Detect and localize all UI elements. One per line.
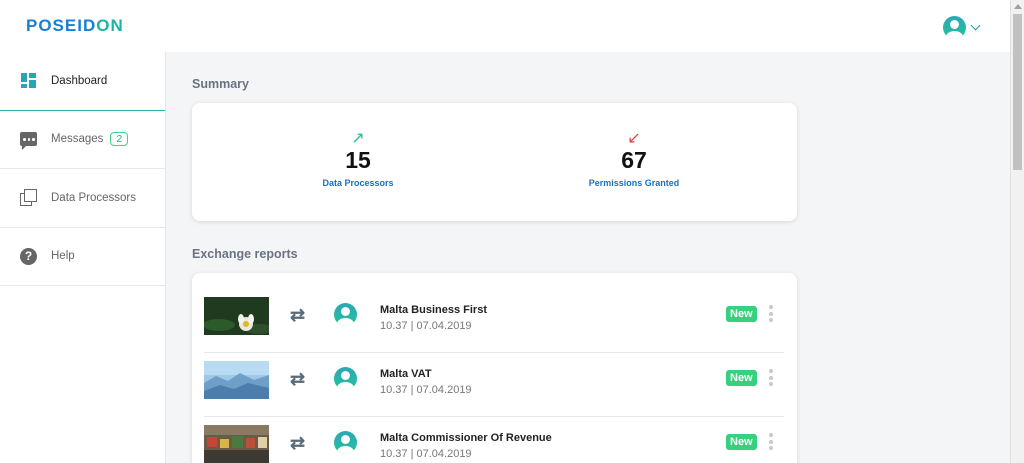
sidebar: Dashboard Messages 2 Data Processors ? H… [0,52,166,463]
top-bar: POSEIDON [0,0,1010,52]
logo-text: POSEID [26,16,97,35]
more-options-icon[interactable] [768,304,774,326]
sidebar-item-label: Data Processors [51,191,137,204]
stat-value: 67 [621,147,647,173]
report-time: 10.37 | 07.04.2019 [380,320,472,332]
stat-permissions-granted[interactable]: ↙ 67 Permissions Granted [534,130,734,189]
data-processors-icon [20,189,37,207]
report-title: Malta Commissioner Of Revenue [380,432,552,444]
sidebar-item-dashboard[interactable]: Dashboard [0,52,165,111]
more-options-icon[interactable] [768,368,774,390]
exchange-icon: ⇄ [290,305,306,325]
exchange-reports-title: Exchange reports [192,247,298,261]
summary-title: Summary [192,77,249,91]
sidebar-item-messages[interactable]: Messages 2 [0,111,165,169]
user-avatar-icon [334,303,357,326]
help-icon: ? [20,247,37,265]
sidebar-item-label: Dashboard [51,74,108,87]
report-row[interactable]: ⇄ Malta Commissioner Of Revenue 10.37 | … [204,417,784,463]
sidebar-item-help[interactable]: ? Help [0,228,165,286]
lotus-photo [204,297,269,335]
logo-text-accent: ON [96,16,124,35]
report-time: 10.37 | 07.04.2019 [380,448,472,460]
user-menu[interactable] [943,14,983,40]
new-badge: New [726,306,757,322]
new-badge: New [726,370,757,386]
sidebar-item-data-processors[interactable]: Data Processors [0,169,165,228]
report-title: Malta Business First [380,304,487,316]
stat-data-processors[interactable]: ↗ 15 Data Processors [258,130,458,189]
report-row[interactable]: ⇄ Malta Business First 10.37 | 07.04.201… [204,289,784,353]
user-avatar-icon [334,431,357,454]
vertical-scrollbar[interactable] [1010,0,1024,463]
exchange-icon: ⇄ [290,369,306,389]
scrollbar-thumb[interactable] [1013,14,1022,170]
report-time: 10.37 | 07.04.2019 [380,384,472,396]
stat-label: Data Processors [322,178,394,188]
stat-label: Permissions Granted [588,178,680,188]
exchange-reports-card: ⇄ Malta Business First 10.37 | 07.04.201… [192,273,797,463]
messages-count-badge: 2 [110,132,129,147]
sidebar-item-label: Help [51,250,75,263]
user-avatar-icon [334,367,357,390]
report-row[interactable]: ⇄ Malta VAT 10.37 | 07.04.2019 New [204,353,784,417]
report-title: Malta VAT [380,368,432,380]
new-badge: New [726,434,757,450]
message-icon [20,132,37,151]
trend-down-icon: ↙ [627,130,641,147]
mountains-photo [204,361,269,399]
chevron-down-icon [970,20,981,30]
more-options-icon[interactable] [768,432,774,454]
exchange-icon: ⇄ [290,433,306,453]
user-avatar-icon [943,15,966,39]
dashboard-icon [20,72,37,89]
logo[interactable]: POSEIDON [26,16,124,36]
scroll-up-icon[interactable] [1014,4,1022,9]
summary-card: ↗ 15 Data Processors ↙ 67 Permissions Gr… [192,103,797,221]
market-photo [204,425,269,463]
sidebar-item-label: Messages [51,133,104,146]
stat-value: 15 [345,147,371,173]
trend-up-icon: ↗ [351,130,365,147]
